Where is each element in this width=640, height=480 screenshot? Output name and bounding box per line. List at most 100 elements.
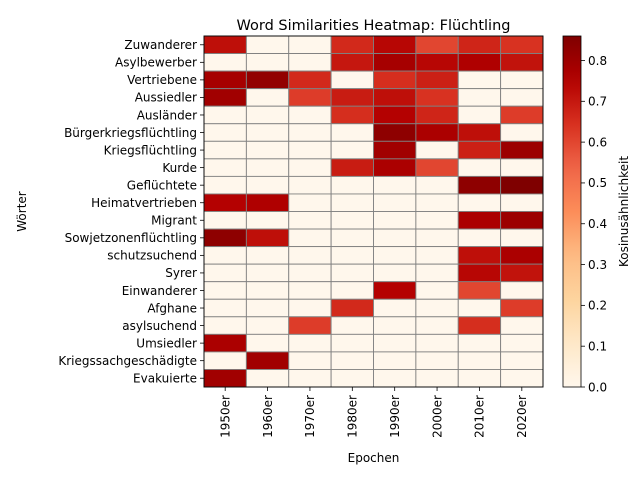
y-tick-label: Einwanderer (122, 284, 197, 298)
y-tick-label: Kurde (162, 161, 197, 175)
y-tick-label: Geflüchtete (127, 178, 197, 192)
heatmap-cell (245, 351, 290, 370)
y-tick-label: Bürgerkriegsflüchtling (64, 126, 197, 140)
heatmap-cell (373, 70, 417, 90)
heatmap-cell (288, 351, 332, 370)
y-tick-label: Zuwanderer (124, 38, 197, 52)
heatmap-cell (457, 140, 502, 160)
y-tick-label: asylsuchend (122, 319, 197, 333)
heatmap-cell (373, 228, 417, 248)
heatmap-cell (203, 333, 247, 353)
heatmap-cell (330, 123, 374, 142)
y-tick-label: Migrant (151, 214, 197, 228)
heatmap-cell (415, 175, 459, 195)
heatmap-cell (457, 369, 502, 388)
y-tick-label: Syrer (165, 266, 197, 280)
y-tick-label: Sowjetzonenflüchtling (65, 231, 197, 245)
colorbar-tick-label: 0.7 (588, 95, 607, 109)
heatmap-cell (457, 333, 502, 353)
y-tick-label: Umsiedler (136, 336, 197, 350)
x-tick-label: 2010er (473, 395, 487, 438)
heatmap-cell (288, 298, 332, 318)
x-tick-labels: 1950er 1960er 1970er 1980er 1990er 2000er 2010… (218, 387, 529, 438)
colorbar-tick-label: 0.1 (588, 339, 607, 353)
heatmap-cell (288, 70, 332, 90)
heatmap-cell (245, 333, 290, 353)
heatmap-cell (415, 123, 459, 142)
x-tick-label: 1970er (303, 395, 317, 438)
heatmap-cell (330, 70, 374, 90)
heatmap-cell (457, 298, 502, 318)
heatmap-cell (245, 193, 290, 212)
heatmap-cell (373, 175, 417, 195)
heatmap-cell (203, 88, 247, 107)
heatmap-cell (288, 211, 332, 230)
heatmap-cell (288, 158, 332, 177)
heatmap-cell (288, 88, 332, 107)
heatmap-cell (288, 369, 332, 388)
heatmap-cell (415, 211, 459, 230)
colorbar-label: Kosinusähnlichkeit (617, 156, 631, 267)
heatmap-cell (203, 175, 247, 195)
heatmap-cell (330, 175, 374, 195)
heatmap-cell (330, 88, 374, 107)
heatmap-cell (373, 281, 417, 300)
heatmap-cell (457, 158, 502, 177)
colorbar-tick-label: 0.8 (588, 54, 607, 68)
heatmap-cell (457, 175, 502, 195)
heatmap-cell (245, 246, 290, 265)
plot-frame (203, 35, 544, 388)
heatmap-cell (500, 369, 544, 388)
heatmap-cell (415, 298, 459, 318)
heatmap-cell (500, 351, 544, 370)
heatmap-cell (457, 228, 502, 248)
heatmap-cell (500, 88, 544, 107)
heatmap-cell (288, 263, 332, 283)
heatmap-cell (457, 281, 502, 300)
heatmap-cell (457, 53, 502, 72)
heatmap-cell (373, 369, 417, 388)
heatmap-cell (245, 228, 290, 248)
colorbar-tick-label: 0.6 (588, 135, 607, 149)
heatmap-cell (415, 263, 459, 283)
heatmap-cell (373, 246, 417, 265)
heatmap-cell (373, 88, 417, 107)
x-tick-label: 1980er (346, 395, 360, 438)
heatmap-cell (373, 263, 417, 283)
heatmap-cell (245, 281, 290, 300)
colorbar-tick-label: 0.4 (588, 217, 607, 231)
heatmap-cell (330, 140, 374, 160)
heatmap-cell (288, 53, 332, 72)
heatmap-cell (288, 105, 332, 125)
heatmap-cell (330, 351, 374, 370)
heatmap-cell (330, 281, 374, 300)
heatmap-cell (245, 105, 290, 125)
heatmap-cell (500, 333, 544, 353)
heatmap-cell (500, 70, 544, 90)
y-tick-labels: Zuwanderer Asylbewerber Vertriebene Aussied… (58, 38, 204, 386)
heatmap-cell (245, 88, 290, 107)
heatmap-cell (203, 298, 247, 318)
heatmap-cell (415, 88, 459, 107)
heatmap-cell (245, 158, 290, 177)
heatmap-cell (203, 158, 247, 177)
heatmap-cell (288, 228, 332, 248)
heatmap-cell (500, 298, 544, 318)
heatmap-cell (500, 123, 544, 142)
heatmap-cell (330, 158, 374, 177)
x-tick-label: 1960er (261, 395, 275, 438)
y-axis-label: Wörter (15, 191, 29, 232)
heatmap-cell (457, 35, 502, 54)
heatmap-cell (330, 53, 374, 72)
heatmap-cell (415, 369, 459, 388)
heatmap-cell (500, 53, 544, 72)
heatmap-cell (288, 316, 332, 335)
heatmap-cell (373, 53, 417, 72)
heatmap-cell (203, 70, 247, 90)
heatmap-cell (203, 246, 247, 265)
heatmap-cell (500, 175, 544, 195)
heatmap-cell (203, 369, 247, 388)
heatmap-cell (500, 316, 544, 335)
y-tick-label: Ausländer (137, 108, 197, 122)
heatmap-cell (500, 281, 544, 300)
